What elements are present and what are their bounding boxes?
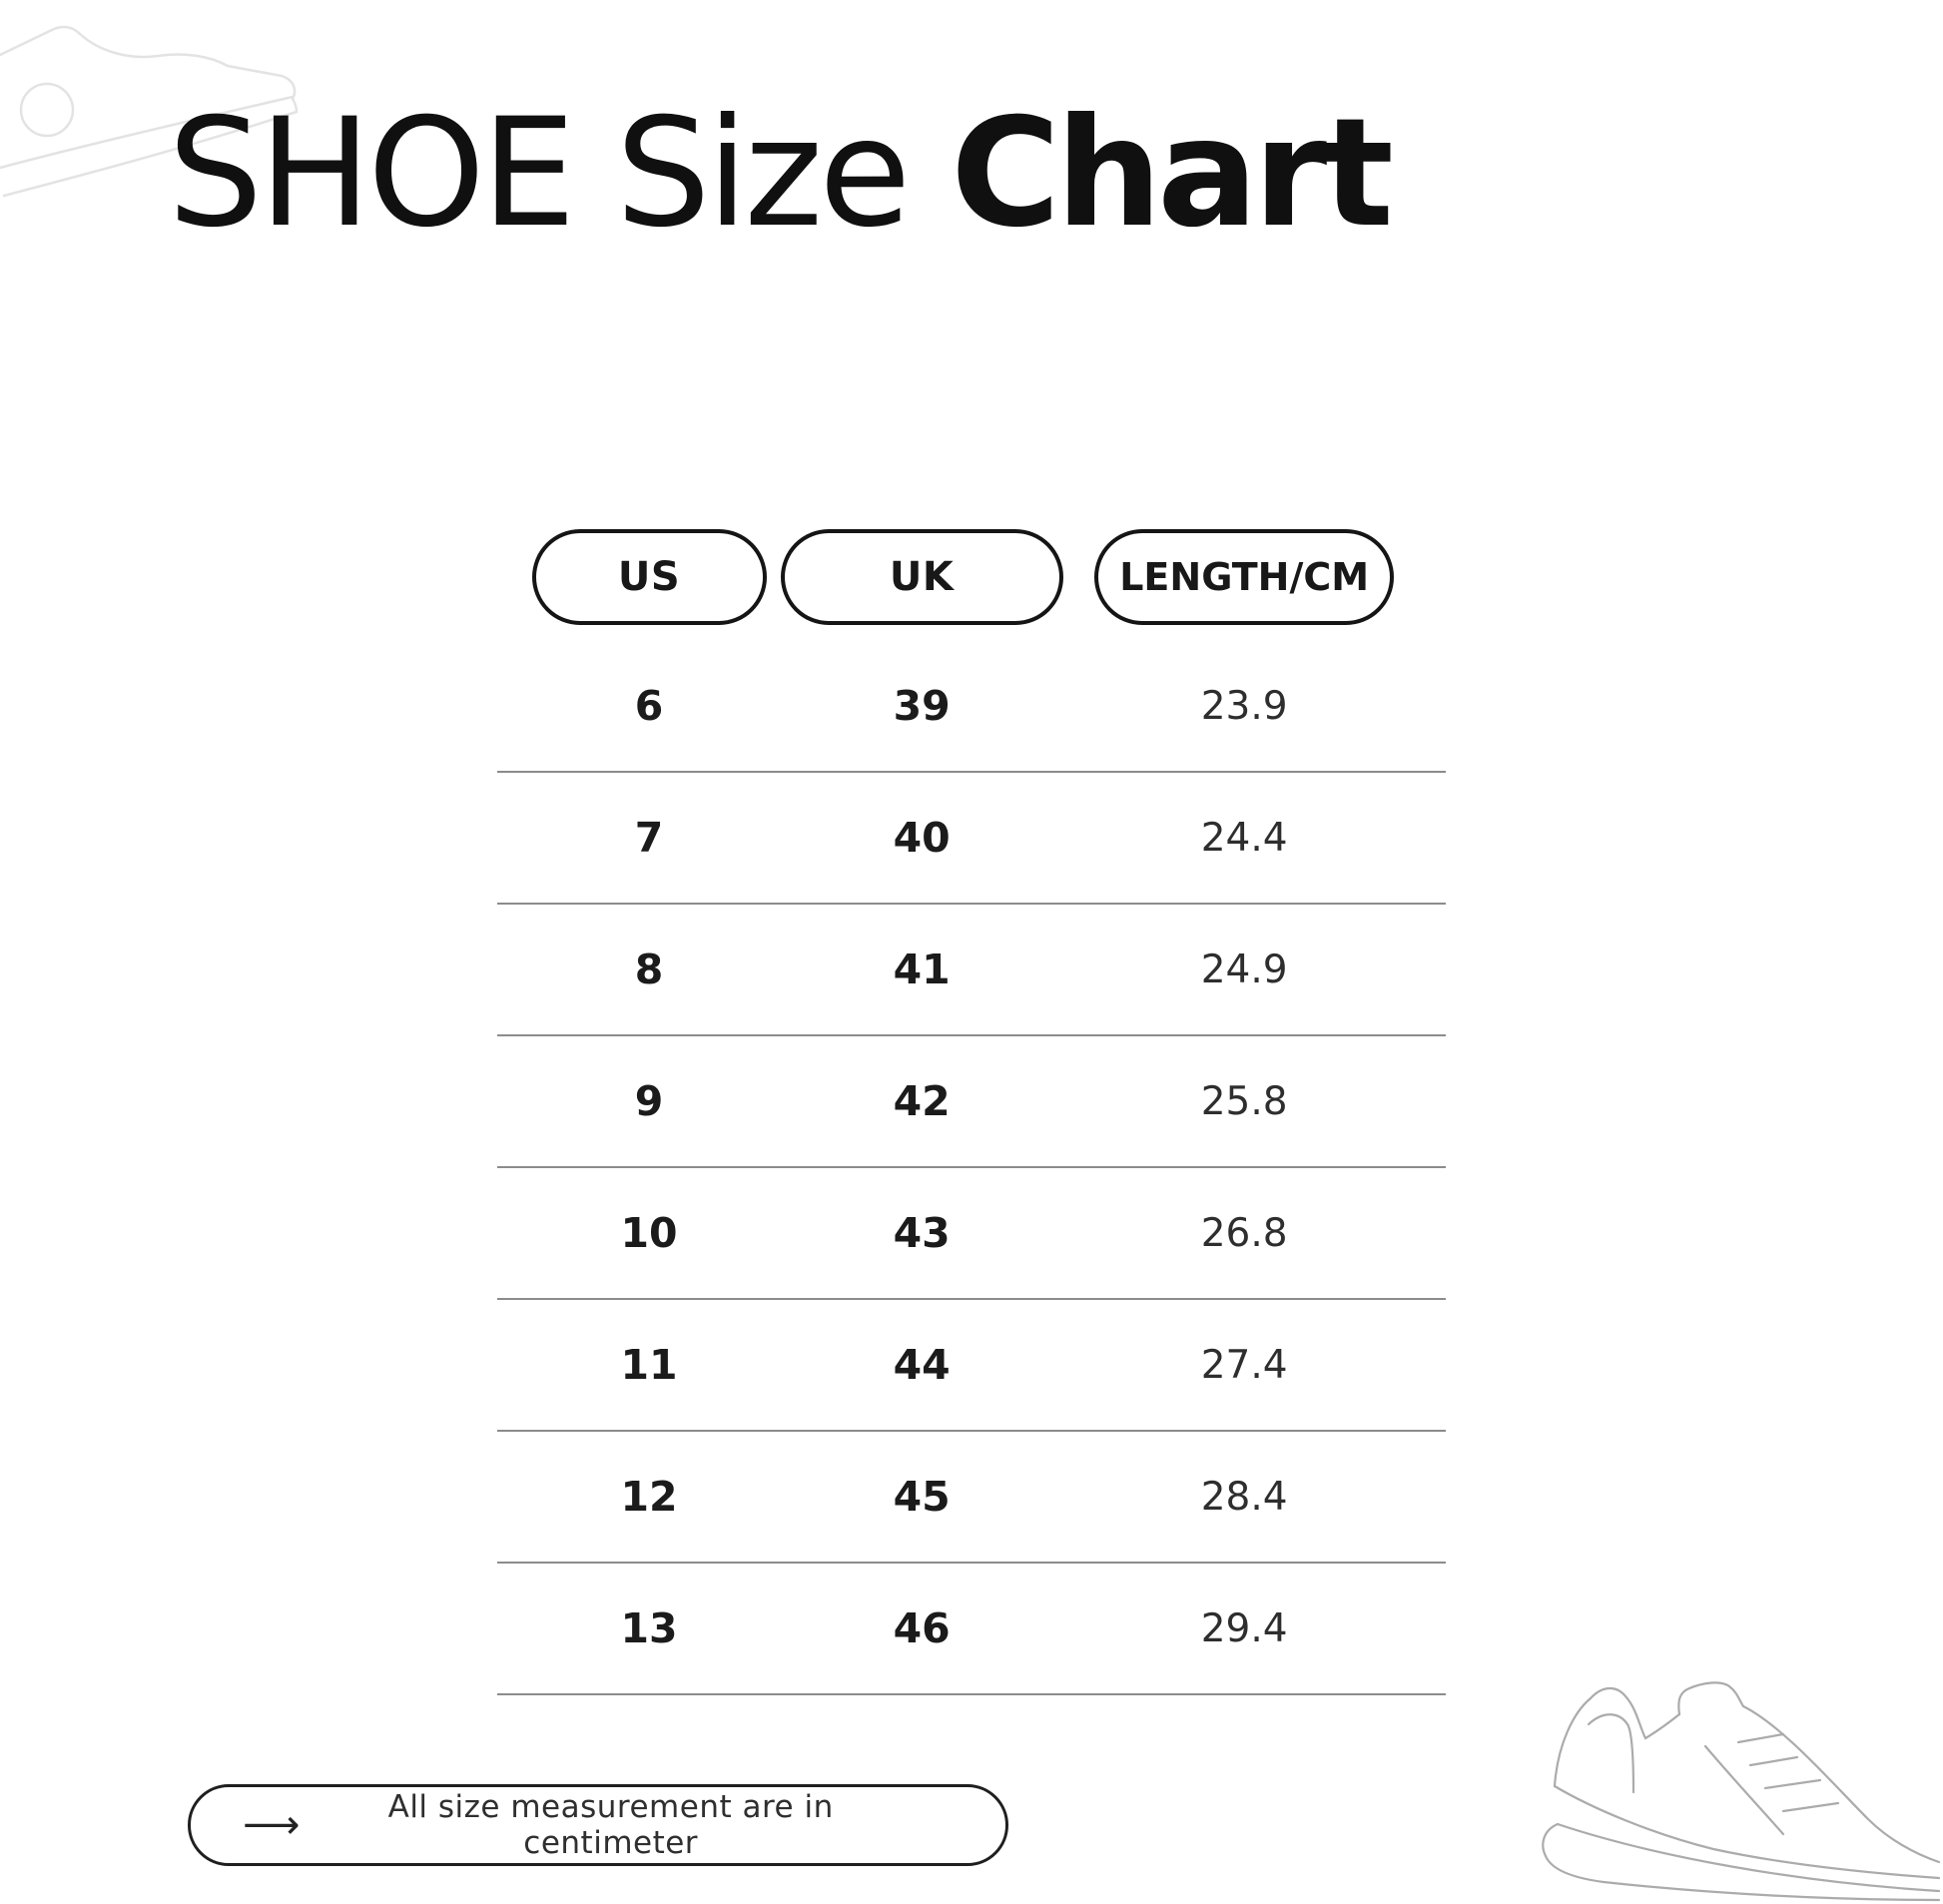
column-header-us-label: US (617, 554, 681, 600)
us-size-value: 6 (634, 682, 664, 730)
sneaker-sketch-icon (1542, 1681, 1941, 1902)
length-cm-value: 24.4 (1200, 815, 1288, 861)
uk-size-value: 46 (893, 1604, 951, 1652)
uk-size-value: 41 (893, 946, 951, 993)
uk-size-value: 42 (893, 1077, 951, 1125)
note-text: All size measurement are in centimeter (387, 1789, 834, 1861)
table-row: 6 39 23.9 (497, 641, 1446, 773)
column-header-length-cm-label: LENGTH/CM (1119, 555, 1370, 599)
length-cm-value: 28.4 (1200, 1474, 1288, 1520)
table-row: 8 41 24.9 (497, 905, 1446, 1036)
table-row: 10 43 26.8 (497, 1168, 1446, 1300)
length-cm-value: 23.9 (1200, 683, 1288, 729)
column-header-us: US (531, 529, 767, 625)
length-cm-value: 27.4 (1200, 1342, 1288, 1388)
note-pill: ⟶ All size measurement are in centimeter (188, 1784, 1008, 1866)
column-header-uk: UK (780, 529, 1063, 625)
table-body: 6 39 23.9 7 40 24.4 8 41 24.9 9 42 25.8 … (497, 641, 1446, 1695)
title-regular: SHOE Size (168, 87, 952, 261)
uk-size-value: 44 (893, 1341, 951, 1389)
table-row: 7 40 24.4 (497, 773, 1446, 905)
length-cm-value: 24.9 (1200, 947, 1288, 992)
us-size-value: 12 (620, 1473, 678, 1521)
table-row: 13 46 29.4 (497, 1564, 1446, 1695)
table-row: 9 42 25.8 (497, 1036, 1446, 1168)
uk-size-value: 39 (893, 682, 951, 730)
page-title: SHOE Size Chart (168, 87, 1394, 261)
us-size-value: 13 (620, 1604, 678, 1652)
length-cm-value: 25.8 (1200, 1078, 1288, 1124)
us-size-value: 11 (620, 1341, 678, 1389)
size-table: US UK LENGTH/CM 6 39 23.9 7 40 24.4 8 41… (497, 529, 1446, 1695)
column-header-length-cm: LENGTH/CM (1094, 529, 1395, 625)
table-header: US UK LENGTH/CM (497, 529, 1446, 625)
uk-size-value: 40 (893, 814, 951, 862)
uk-size-value: 45 (893, 1473, 951, 1521)
long-right-arrow-icon: ⟶ (243, 1802, 301, 1848)
table-row: 12 45 28.4 (497, 1432, 1446, 1564)
title-bold: Chart (951, 87, 1394, 261)
us-size-value: 7 (634, 814, 664, 862)
uk-size-value: 43 (893, 1209, 951, 1257)
us-size-value: 10 (620, 1209, 678, 1257)
table-row: 11 44 27.4 (497, 1300, 1446, 1432)
column-header-uk-label: UK (889, 554, 955, 600)
us-size-value: 9 (634, 1077, 664, 1125)
length-cm-value: 26.8 (1200, 1210, 1288, 1256)
us-size-value: 8 (634, 946, 664, 993)
length-cm-value: 29.4 (1200, 1605, 1288, 1651)
